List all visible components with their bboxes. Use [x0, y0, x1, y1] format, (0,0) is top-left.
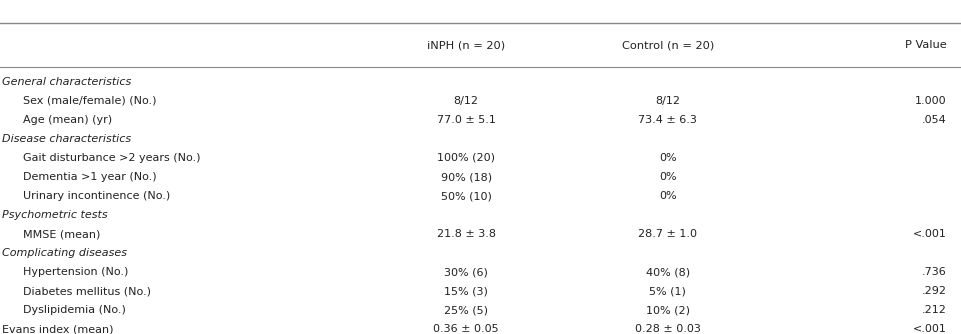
Text: MMSE (mean): MMSE (mean)	[23, 229, 101, 239]
Text: 0%: 0%	[659, 191, 677, 201]
Text: <.001: <.001	[913, 324, 947, 334]
Text: 1.000: 1.000	[915, 96, 947, 106]
Text: 77.0 ± 5.1: 77.0 ± 5.1	[436, 115, 496, 125]
Text: Diabetes mellitus (No.): Diabetes mellitus (No.)	[23, 286, 151, 296]
Text: 15% (3): 15% (3)	[444, 286, 488, 296]
Text: 0%: 0%	[659, 153, 677, 163]
Text: Gait disturbance >2 years (No.): Gait disturbance >2 years (No.)	[23, 153, 201, 163]
Text: P Value: P Value	[905, 40, 947, 50]
Text: Complicating diseases: Complicating diseases	[2, 248, 127, 258]
Text: Sex (male/female) (No.): Sex (male/female) (No.)	[23, 96, 157, 106]
Text: 5% (1): 5% (1)	[650, 286, 686, 296]
Text: Age (mean) (yr): Age (mean) (yr)	[23, 115, 112, 125]
Text: Evans index (mean): Evans index (mean)	[2, 324, 113, 334]
Text: Control (n = 20): Control (n = 20)	[622, 40, 714, 50]
Text: 28.7 ± 1.0: 28.7 ± 1.0	[638, 229, 698, 239]
Text: 50% (10): 50% (10)	[441, 191, 491, 201]
Text: 10% (2): 10% (2)	[646, 305, 690, 315]
Text: Disease characteristics: Disease characteristics	[2, 134, 131, 144]
Text: 0.36 ± 0.05: 0.36 ± 0.05	[433, 324, 499, 334]
Text: 21.8 ± 3.8: 21.8 ± 3.8	[436, 229, 496, 239]
Text: Dementia >1 year (No.): Dementia >1 year (No.)	[23, 172, 157, 182]
Text: 30% (6): 30% (6)	[444, 267, 488, 277]
Text: 8/12: 8/12	[454, 96, 479, 106]
Text: iNPH (n = 20): iNPH (n = 20)	[427, 40, 505, 50]
Text: 40% (8): 40% (8)	[646, 267, 690, 277]
Text: 90% (18): 90% (18)	[440, 172, 492, 182]
Text: .736: .736	[922, 267, 947, 277]
Text: Urinary incontinence (No.): Urinary incontinence (No.)	[23, 191, 170, 201]
Text: 100% (20): 100% (20)	[437, 153, 495, 163]
Text: Dyslipidemia (No.): Dyslipidemia (No.)	[23, 305, 126, 315]
Text: 0%: 0%	[659, 172, 677, 182]
Text: .292: .292	[922, 286, 947, 296]
Text: Hypertension (No.): Hypertension (No.)	[23, 267, 129, 277]
Text: .212: .212	[922, 305, 947, 315]
Text: 0.28 ± 0.03: 0.28 ± 0.03	[635, 324, 701, 334]
Text: Psychometric tests: Psychometric tests	[2, 210, 108, 220]
Text: .054: .054	[922, 115, 947, 125]
Text: 8/12: 8/12	[655, 96, 680, 106]
Text: 73.4 ± 6.3: 73.4 ± 6.3	[638, 115, 698, 125]
Text: General characteristics: General characteristics	[2, 77, 131, 87]
Text: 25% (5): 25% (5)	[444, 305, 488, 315]
Text: <.001: <.001	[913, 229, 947, 239]
